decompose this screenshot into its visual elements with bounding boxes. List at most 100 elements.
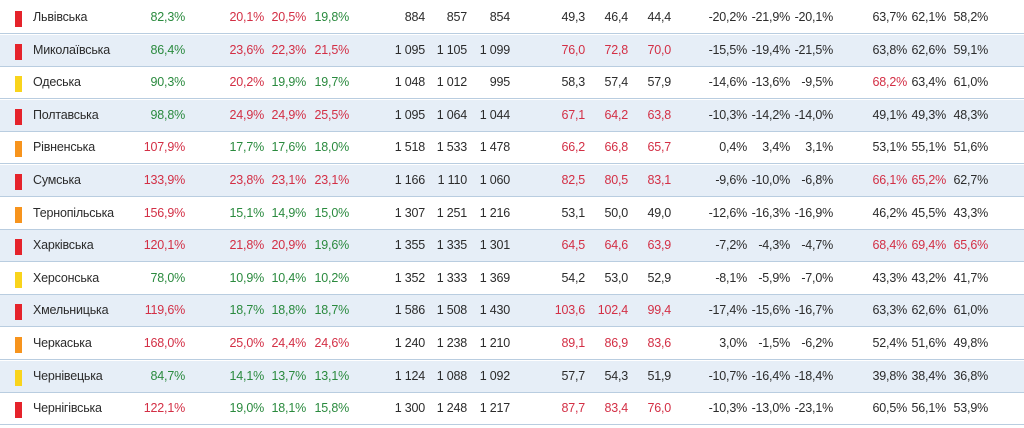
change-b-cell: -14,2% xyxy=(751,107,791,122)
change-c-cell: -20,1% xyxy=(794,10,834,24)
rate-c-cell: 65,7 xyxy=(647,140,671,155)
count-c-cell: 1 478 xyxy=(479,140,510,155)
status-marker xyxy=(15,174,22,190)
pct-a-cell: 68,4% xyxy=(872,238,908,253)
status-marker xyxy=(15,76,22,93)
share-a-cell: 20,1% xyxy=(229,10,265,24)
table-row: Полтавська 98,8% 24,9% 24,9% 25,5% 1 095 1 064… xyxy=(0,99,1024,132)
rate-b-cell: 72,8 xyxy=(604,42,628,57)
share-b-cell: 23,1% xyxy=(271,173,307,187)
share-a-cell: 24,9% xyxy=(229,107,265,122)
share-c-cell: 25,5% xyxy=(314,107,350,122)
rate-b-cell: 46,4 xyxy=(604,10,628,24)
count-b-cell: 1 238 xyxy=(436,336,467,350)
change-c-cell: -4,7% xyxy=(801,238,833,253)
change-c-cell: -14,0% xyxy=(794,107,834,122)
rate-a-cell: 87,7 xyxy=(561,401,585,416)
table-row: Херсонська 78,0% 10,9% 10,4% 10,2% 1 352 1 333… xyxy=(0,262,1024,295)
region-name: Чернігівська xyxy=(33,401,102,416)
share-c-cell: 10,2% xyxy=(314,270,350,285)
change-b-cell: -19,4% xyxy=(751,42,791,57)
table-row: Миколаївська 86,4% 23,6% 22,3% 21,5% 1 095 1 1… xyxy=(0,34,1024,67)
ratio-cell: 90,3% xyxy=(150,75,186,90)
share-c-cell: 15,8% xyxy=(314,401,350,416)
count-c-cell: 1 044 xyxy=(479,107,510,122)
count-b-cell: 1 064 xyxy=(436,107,467,122)
count-c-cell: 995 xyxy=(489,75,510,90)
change-c-cell: -23,1% xyxy=(794,401,834,416)
pct-c-cell: 36,8% xyxy=(953,368,989,383)
table-row: Чернівецька 84,7% 14,1% 13,7% 13,1% 1 124 1 08… xyxy=(0,360,1024,393)
share-a-cell: 23,8% xyxy=(229,173,265,187)
count-b-cell: 1 105 xyxy=(436,42,467,57)
pct-b-cell: 63,4% xyxy=(911,75,947,90)
count-a-cell: 1 352 xyxy=(394,270,425,285)
share-b-cell: 18,1% xyxy=(271,401,307,416)
count-b-cell: 857 xyxy=(446,10,467,24)
status-marker xyxy=(15,11,22,27)
region-name: Чернівецька xyxy=(33,368,103,383)
share-a-cell: 25,0% xyxy=(229,336,265,350)
pct-b-cell: 49,3% xyxy=(911,107,947,122)
status-marker xyxy=(15,271,22,288)
count-b-cell: 1 533 xyxy=(436,140,467,155)
change-b-cell: -5,9% xyxy=(758,270,790,285)
count-b-cell: 1 508 xyxy=(436,303,467,318)
ratio-cell: 120,1% xyxy=(143,238,185,253)
change-b-cell: -16,4% xyxy=(751,368,791,383)
pct-a-cell: 46,2% xyxy=(872,205,908,220)
pct-c-cell: 58,2% xyxy=(953,10,989,24)
table-row: Одеська 90,3% 20,2% 19,9% 19,7% 1 048 1 012 995… xyxy=(0,67,1024,100)
change-c-cell: -6,8% xyxy=(801,173,833,187)
pct-a-cell: 52,4% xyxy=(872,336,908,350)
region-name: Рівненська xyxy=(33,140,95,155)
change-b-cell: -16,3% xyxy=(751,205,791,220)
rate-a-cell: 89,1 xyxy=(561,336,585,350)
share-a-cell: 19,0% xyxy=(229,401,265,416)
ratio-cell: 122,1% xyxy=(143,401,185,416)
share-c-cell: 13,1% xyxy=(314,368,350,383)
change-c-cell: -6,2% xyxy=(801,336,833,350)
rate-b-cell: 64,2 xyxy=(604,107,628,122)
change-c-cell: -21,5% xyxy=(794,42,834,57)
share-c-cell: 18,7% xyxy=(314,303,350,318)
status-marker xyxy=(15,402,22,419)
count-a-cell: 1 166 xyxy=(394,173,425,187)
count-a-cell: 1 518 xyxy=(394,140,425,155)
status-marker xyxy=(15,239,22,256)
pct-c-cell: 53,9% xyxy=(953,401,989,416)
change-b-cell: -21,9% xyxy=(751,10,791,24)
pct-c-cell: 65,6% xyxy=(953,238,989,253)
count-a-cell: 1 124 xyxy=(394,368,425,383)
rate-c-cell: 44,4 xyxy=(647,10,671,24)
pct-b-cell: 56,1% xyxy=(911,401,947,416)
count-b-cell: 1 333 xyxy=(436,270,467,285)
share-a-cell: 18,7% xyxy=(229,303,265,318)
ratio-cell: 84,7% xyxy=(150,368,186,383)
rate-a-cell: 54,2 xyxy=(561,270,585,285)
ratio-cell: 107,9% xyxy=(143,140,185,155)
rate-a-cell: 53,1 xyxy=(561,205,585,220)
change-b-cell: -13,6% xyxy=(751,75,791,90)
table-row: Львівська 82,3% 20,1% 20,5% 19,8% 884 857 854 49… xyxy=(0,2,1024,34)
region-name: Львівська xyxy=(33,10,88,24)
pct-a-cell: 63,3% xyxy=(872,303,908,318)
rate-c-cell: 63,8 xyxy=(647,107,671,122)
pct-b-cell: 62,6% xyxy=(911,303,947,318)
region-name: Миколаївська xyxy=(33,42,110,57)
pct-a-cell: 66,1% xyxy=(872,173,908,187)
pct-a-cell: 63,8% xyxy=(872,42,908,57)
rate-a-cell: 76,0 xyxy=(561,42,585,57)
change-b-cell: -1,5% xyxy=(758,336,790,350)
rate-b-cell: 57,4 xyxy=(604,75,628,90)
share-a-cell: 14,1% xyxy=(229,368,265,383)
rate-a-cell: 49,3 xyxy=(561,10,585,24)
table-row: Черкаська 168,0% 25,0% 24,4% 24,6% 1 240 1 238… xyxy=(0,328,1024,360)
count-c-cell: 1 217 xyxy=(479,401,510,416)
region-name: Полтавська xyxy=(33,107,99,122)
share-b-cell: 17,6% xyxy=(271,140,307,155)
share-a-cell: 17,7% xyxy=(229,140,265,155)
count-b-cell: 1 251 xyxy=(436,205,467,220)
rate-a-cell: 58,3 xyxy=(561,75,585,90)
pct-a-cell: 60,5% xyxy=(872,401,908,416)
